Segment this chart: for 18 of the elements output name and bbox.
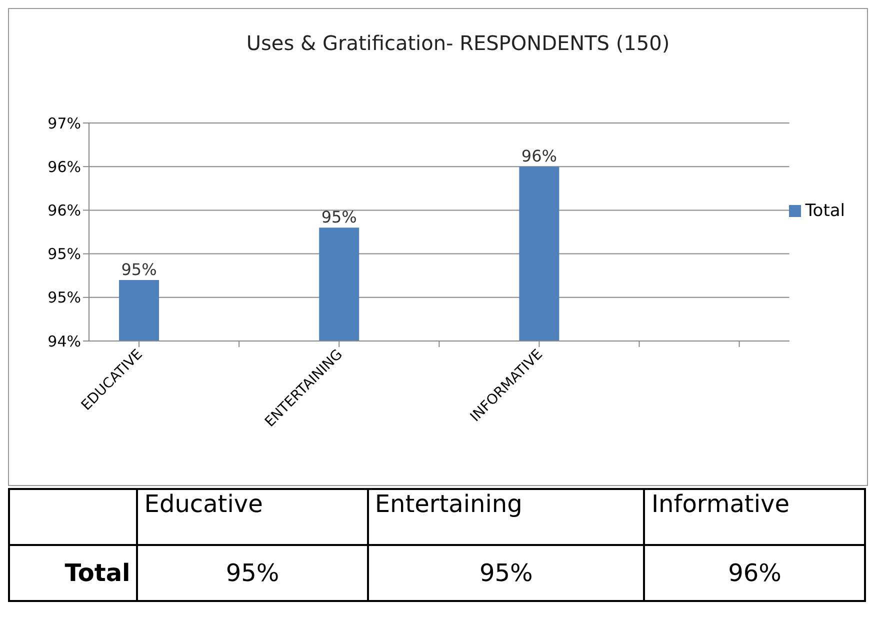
legend-label: Total xyxy=(805,201,845,221)
data-label: 95% xyxy=(321,208,357,227)
text: 95% xyxy=(479,559,533,587)
y-tick-label: 95% xyxy=(48,288,81,307)
y-tick-label: 97% xyxy=(48,114,81,132)
text: Informative xyxy=(644,489,865,545)
y-tick-label: 95% xyxy=(48,245,81,264)
y-tick-label: 96% xyxy=(48,202,81,220)
text: 95% xyxy=(226,559,280,587)
text: Entertaining xyxy=(368,489,644,545)
text: Educative xyxy=(137,489,368,545)
text: 96% xyxy=(728,559,782,587)
data-label: 96% xyxy=(521,146,557,166)
y-tick-label: 96% xyxy=(48,158,81,176)
data-label: 95% xyxy=(121,260,157,279)
text: Total xyxy=(9,545,138,601)
y-tick-label: 94% xyxy=(48,332,81,350)
chart-title: Uses & Gratification- RESPONDENTS (150) xyxy=(245,31,671,55)
